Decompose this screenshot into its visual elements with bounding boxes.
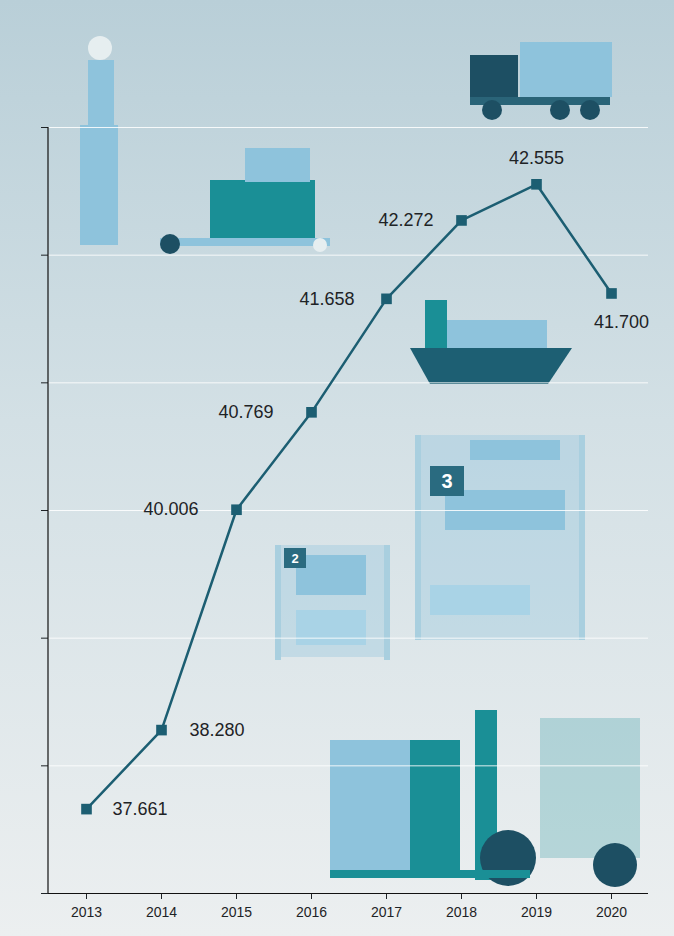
svg-text:40.006: 40.006 <box>143 499 198 519</box>
svg-text:2014: 2014 <box>146 904 177 920</box>
svg-text:2: 2 <box>291 551 298 566</box>
svg-text:2016: 2016 <box>296 904 327 920</box>
svg-text:3: 3 <box>441 470 452 492</box>
svg-text:2020: 2020 <box>596 904 627 920</box>
svg-text:2013: 2013 <box>71 904 102 920</box>
svg-text:38.280: 38.280 <box>190 720 245 740</box>
svg-text:41.658: 41.658 <box>299 289 354 309</box>
svg-text:42.272: 42.272 <box>378 210 433 230</box>
svg-text:41.700: 41.700 <box>594 312 649 332</box>
svg-text:2015: 2015 <box>221 904 252 920</box>
svg-text:2017: 2017 <box>371 904 402 920</box>
svg-text:2018: 2018 <box>446 904 477 920</box>
svg-text:37.661: 37.661 <box>113 799 168 819</box>
svg-text:2019: 2019 <box>521 904 552 920</box>
svg-text:42.555: 42.555 <box>509 148 564 168</box>
svg-text:40.769: 40.769 <box>218 402 273 422</box>
